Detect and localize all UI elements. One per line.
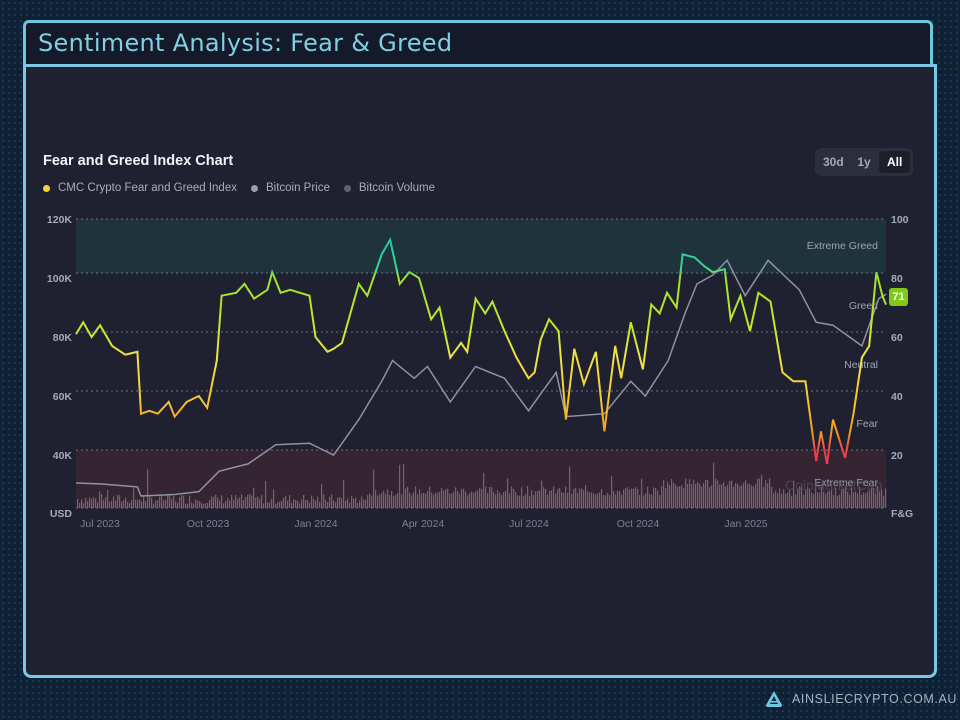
fear-greed-line [75, 236, 887, 465]
time-range-selector: 30d 1y All [815, 148, 913, 176]
legend-item-bitcoin-volume[interactable]: Bitcoin Volume [343, 182, 435, 194]
x-axis-tick: Jul 2024 [509, 518, 549, 530]
legend-label: CMC Crypto Fear and Greed Index [58, 182, 237, 194]
right-axis-tick: 20 [891, 450, 903, 462]
legend-item-bitcoin-price[interactable]: Bitcoin Price [250, 182, 330, 194]
footer-brand-text: AINSLIECRYPTO.COM.AU [792, 692, 958, 706]
legend-item-fear-greed[interactable]: CMC Crypto Fear and Greed Index [43, 182, 237, 194]
extreme-greed-band [76, 219, 886, 273]
title-bar: Sentiment Analysis: Fear & Greed [23, 20, 933, 64]
zone-label: Extreme Fear [814, 477, 878, 489]
zone-label: Extreme Greed [807, 240, 878, 252]
page-title: Sentiment Analysis: Fear & Greed [38, 29, 453, 57]
range-button-30d[interactable]: 30d [822, 155, 844, 169]
x-axis-tick: Jan 2025 [724, 518, 767, 530]
left-axis-tick: 80K [53, 332, 73, 344]
legend-label: Bitcoin Volume [358, 182, 435, 194]
left-axis-tick: 60K [53, 391, 73, 403]
left-axis-unit: USD [50, 508, 73, 520]
right-axis-tick: 40 [891, 391, 903, 403]
left-axis-tick: 40K [53, 450, 73, 462]
current-value-badge: 71 [889, 288, 908, 306]
x-axis-tick: Jul 2023 [80, 518, 120, 530]
x-axis-tick: Oct 2024 [617, 518, 660, 530]
left-axis: 120K 100K 80K 60K 40K USD [47, 214, 73, 520]
left-axis-tick: 120K [47, 214, 73, 226]
bitcoin-volume-bars [77, 462, 887, 508]
legend-dot-icon [250, 184, 258, 192]
range-button-1y[interactable]: 1y [857, 155, 871, 169]
chart-legend: CMC Crypto Fear and Greed Index Bitcoin … [43, 182, 435, 194]
zone-label: Greed [849, 300, 878, 312]
x-axis-tick: Apr 2024 [402, 518, 445, 530]
zone-label: Fear [856, 418, 878, 430]
right-axis-tick: 100 [891, 214, 909, 226]
x-axis: Jul 2023 Oct 2023 Jan 2024 Apr 2024 Jul 2024… [80, 518, 768, 530]
right-axis-unit: F&G [891, 508, 913, 520]
chart-panel [23, 64, 937, 678]
ainslie-logo-icon [766, 691, 782, 707]
legend-label: Bitcoin Price [265, 182, 330, 194]
footer-brand[interactable]: AINSLIECRYPTO.COM.AU [765, 690, 957, 708]
watermark-text: CoinMarketCap [785, 477, 882, 493]
bitcoin-price-line [75, 259, 887, 497]
left-axis-tick: 100K [47, 273, 73, 285]
right-axis: 100 80 60 40 20 F&G [891, 214, 913, 520]
x-axis-tick: Oct 2023 [187, 518, 230, 530]
right-axis-tick: 80 [891, 273, 903, 285]
range-button-all[interactable]: All [879, 151, 911, 173]
legend-dot-icon [343, 184, 351, 192]
chart-title: Fear and Greed Index Chart [43, 153, 234, 169]
legend-dot-icon [43, 184, 50, 192]
right-axis-tick: 60 [891, 332, 903, 344]
x-axis-tick: Jan 2024 [294, 518, 337, 530]
